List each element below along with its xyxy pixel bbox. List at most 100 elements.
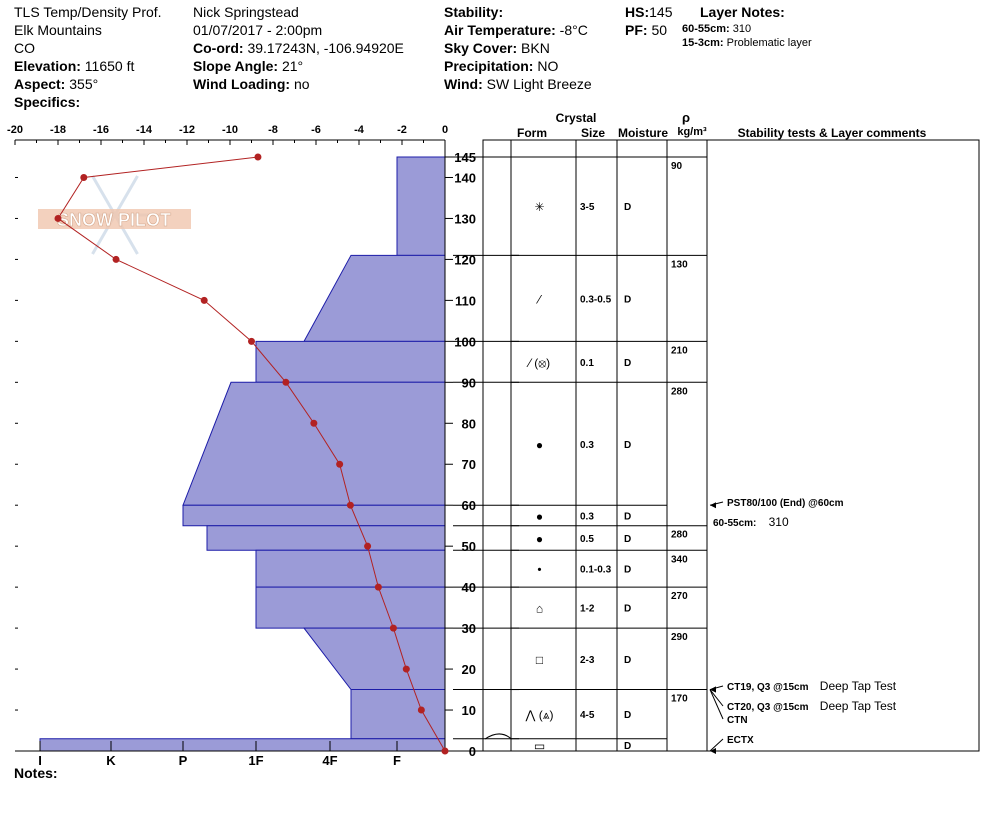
pf-value: 50 <box>651 22 668 38</box>
temp-point <box>336 460 344 468</box>
temp-tick-label: -10 <box>222 124 238 136</box>
coord-label: Co-ord: <box>193 40 244 56</box>
precip-label: Precipitation: <box>444 58 534 74</box>
density-value: 280 <box>671 386 688 397</box>
temp-tick-label: -8 <box>268 124 278 136</box>
crystal-form-symbol: • <box>537 563 541 577</box>
temp-point <box>389 624 397 632</box>
comment-arrowhead <box>710 502 716 509</box>
profile-title: TLS Temp/Density Prof. <box>14 4 162 20</box>
moisture: D <box>624 604 631 615</box>
crystal-size: 4-5 <box>580 710 595 721</box>
height-tick-label: 70 <box>462 457 476 472</box>
moisture: D <box>624 710 631 721</box>
height-tick-label: 110 <box>455 293 476 308</box>
header-form: Form <box>517 126 547 140</box>
moisture: D <box>624 294 631 305</box>
wind-loading: Wind Loading: no <box>193 75 310 93</box>
crystal-form-symbol: ▭ <box>534 739 545 753</box>
hardness-tick-label: I <box>38 753 42 768</box>
temp-point <box>54 214 62 222</box>
specifics: Specifics: <box>14 93 80 111</box>
header-density-unit: kg/m³ <box>677 126 707 138</box>
stability-comment: ECTX <box>727 735 754 746</box>
density-value: 340 <box>671 554 688 565</box>
crystal-size: 0.3 <box>580 511 594 522</box>
hardness-layer <box>182 381 446 506</box>
height-tick-label: 10 <box>462 703 476 718</box>
height-tick-label: 80 <box>462 416 476 431</box>
stability-comment-detail: 310 <box>769 515 789 529</box>
slope-label: Slope Angle: <box>193 58 279 74</box>
comment-arrow <box>709 689 724 707</box>
temp-tick-label: -18 <box>50 124 66 136</box>
crystal-size: 3-5 <box>580 202 595 213</box>
layer-notes-label: Layer Notes: <box>700 4 785 20</box>
temp-tick-label: -14 <box>136 124 153 136</box>
temperature-profile <box>54 153 449 755</box>
moisture: D <box>624 202 631 213</box>
hardness-layer <box>350 689 446 740</box>
stability-comment: 60-55cm: <box>713 518 756 529</box>
density-value: 290 <box>671 632 688 643</box>
hardness-layers <box>39 156 446 752</box>
observer: Nick Springstead <box>193 4 299 20</box>
temp-tick-label: -4 <box>354 124 365 136</box>
elevation-label: Elevation: <box>14 58 81 74</box>
watermark-snowflake-arm <box>91 175 117 216</box>
notes-label: Notes: <box>14 765 58 781</box>
hardness-layer <box>255 340 446 383</box>
stability: Stability: <box>444 3 503 21</box>
hs: HS:145 <box>625 3 672 21</box>
crystal-size: 1-2 <box>580 604 595 615</box>
crystal-form-symbol: ● <box>536 438 543 452</box>
moisture: D <box>624 511 631 522</box>
hardness-tick-label: P <box>179 753 188 768</box>
hardness-layer <box>396 156 446 256</box>
coord-value: 39.17243N, -106.94920E <box>247 40 404 56</box>
snowpilot-watermark: SNOW PILOT <box>38 175 191 255</box>
hardness-layer <box>255 586 446 629</box>
height-tick-label: 140 <box>454 170 476 185</box>
density-value: 170 <box>671 694 688 705</box>
temp-point <box>200 296 208 304</box>
temp-point <box>282 378 290 386</box>
layer-note-2-range: 15-3cm: <box>682 37 724 49</box>
aspect-value: 355° <box>69 76 99 92</box>
temp-point <box>346 501 354 509</box>
watermark-snowflake-arm <box>113 175 139 216</box>
table-frame <box>482 139 980 752</box>
sky-value: BKN <box>521 40 550 56</box>
hardness-layer <box>39 738 446 752</box>
chart-axes: -20-18-16-14-12-10-8-6-4-200102030405060… <box>7 124 476 768</box>
hs-value: 145 <box>649 4 673 20</box>
header-moisture: Moisture <box>618 126 668 140</box>
layer-notes: Layer Notes: <box>700 3 785 21</box>
crystal-size: 0.5 <box>580 534 594 545</box>
wind-label: Wind: <box>444 76 483 92</box>
hardness-layer <box>255 549 446 588</box>
elevation-value: 11650 ft <box>84 58 135 74</box>
air-temperature: Air Temperature: -8°C <box>444 21 588 39</box>
crystal-form-symbol: ⁄ <box>535 292 542 306</box>
header-comments: Stability tests & Layer comments <box>738 126 927 140</box>
temp-point <box>417 706 425 714</box>
hardness-layer <box>302 627 446 691</box>
temp-point <box>254 153 262 161</box>
wind-loading-value: no <box>293 76 310 92</box>
stability-comment: CT20, Q3 @15cm <box>727 702 809 713</box>
header-rho: ρ <box>682 110 690 125</box>
crystal-form-symbol: ✳ <box>534 200 544 214</box>
moisture: D <box>624 655 631 666</box>
moisture: D <box>624 358 631 369</box>
crystal-form-symbol: ⌂ <box>536 602 543 616</box>
layers-table: Crystal Form Size Moisture ρkg/m³ Stability t… <box>453 110 980 754</box>
location: Elk Mountains <box>14 22 102 38</box>
crystal-form-symbol: ● <box>536 532 543 546</box>
layer-note-1-text: 310 <box>732 23 752 35</box>
header-crystal: Crystal <box>556 111 597 125</box>
sky-label: Sky Cover: <box>444 40 518 56</box>
pf: PF: 50 <box>625 21 667 39</box>
wind-loading-label: Wind Loading: <box>193 76 291 92</box>
watermark-text: SNOW PILOT <box>57 210 171 230</box>
